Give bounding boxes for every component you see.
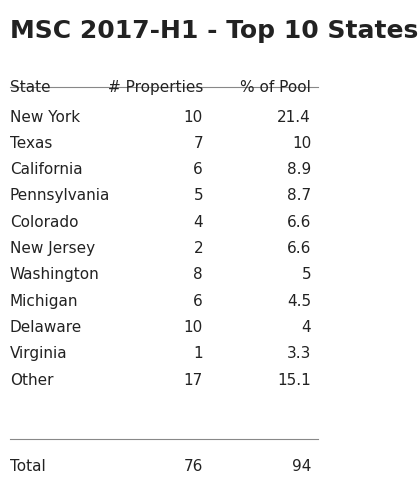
Text: Other: Other	[10, 373, 53, 388]
Text: 10: 10	[292, 136, 311, 151]
Text: 5: 5	[302, 267, 311, 282]
Text: 4: 4	[194, 215, 203, 230]
Text: California: California	[10, 162, 82, 177]
Text: 8: 8	[194, 267, 203, 282]
Text: Texas: Texas	[10, 136, 52, 151]
Text: Virginia: Virginia	[10, 346, 68, 361]
Text: 3.3: 3.3	[287, 346, 311, 361]
Text: 21.4: 21.4	[277, 110, 311, 125]
Text: % of Pool: % of Pool	[240, 80, 311, 95]
Text: 7: 7	[194, 136, 203, 151]
Text: 4: 4	[302, 320, 311, 335]
Text: 15.1: 15.1	[277, 373, 311, 388]
Text: 10: 10	[184, 320, 203, 335]
Text: 6: 6	[193, 294, 203, 309]
Text: 10: 10	[184, 110, 203, 125]
Text: Delaware: Delaware	[10, 320, 82, 335]
Text: 1: 1	[194, 346, 203, 361]
Text: 17: 17	[184, 373, 203, 388]
Text: New York: New York	[10, 110, 80, 125]
Text: Michigan: Michigan	[10, 294, 78, 309]
Text: 8.9: 8.9	[287, 162, 311, 177]
Text: Total: Total	[10, 459, 46, 474]
Text: MSC 2017-H1 - Top 10 States: MSC 2017-H1 - Top 10 States	[10, 19, 418, 43]
Text: Colorado: Colorado	[10, 215, 78, 230]
Text: 2: 2	[194, 241, 203, 256]
Text: 4.5: 4.5	[287, 294, 311, 309]
Text: Pennsylvania: Pennsylvania	[10, 188, 110, 204]
Text: Washington: Washington	[10, 267, 100, 282]
Text: 94: 94	[292, 459, 311, 474]
Text: State: State	[10, 80, 50, 95]
Text: # Properties: # Properties	[108, 80, 203, 95]
Text: 76: 76	[184, 459, 203, 474]
Text: 8.7: 8.7	[287, 188, 311, 204]
Text: 6.6: 6.6	[287, 215, 311, 230]
Text: 6.6: 6.6	[287, 241, 311, 256]
Text: 6: 6	[193, 162, 203, 177]
Text: New Jersey: New Jersey	[10, 241, 95, 256]
Text: 5: 5	[194, 188, 203, 204]
